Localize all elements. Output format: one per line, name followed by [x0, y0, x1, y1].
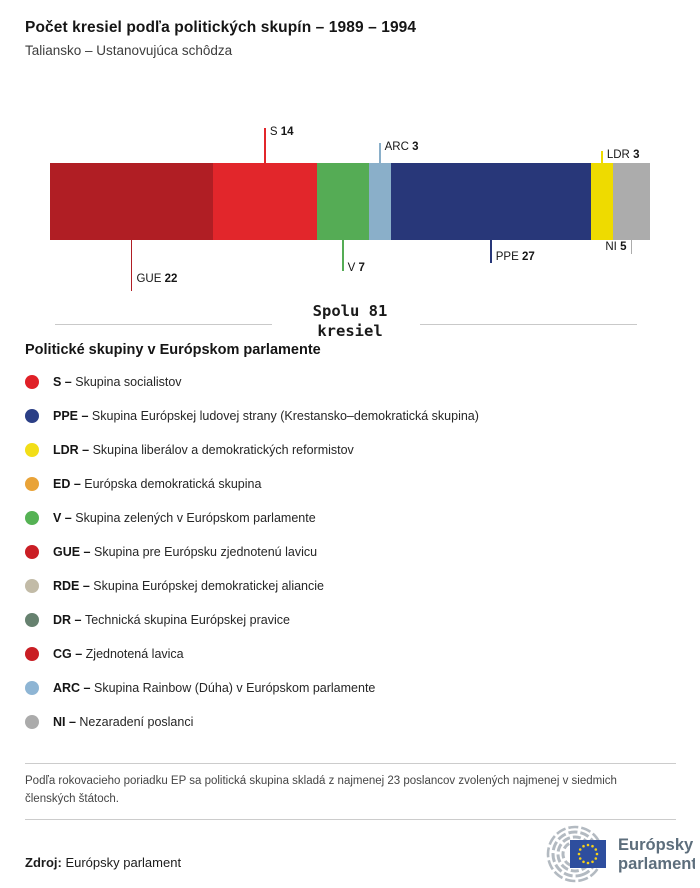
page-title: Počet kresiel podľa politických skupín –…	[25, 19, 417, 36]
legend-item-v: V – Skupina zelených v Európskom parlame…	[25, 501, 675, 535]
callout-line-ppe	[490, 240, 492, 263]
source-value: Európsky parlament	[65, 855, 182, 870]
bar-segment-s	[212, 163, 317, 240]
bar-segment-ldr	[590, 163, 613, 240]
svg-text:parlament: parlament	[618, 855, 695, 873]
legend-item-s: S – Skupina socialistov	[25, 365, 675, 399]
seats-bar	[50, 163, 650, 240]
legend-dot-dr	[25, 613, 39, 627]
total-seats-line2: kresiel	[317, 322, 383, 340]
callout-line-gue	[130, 240, 133, 291]
seats-stacked-bar-chart: Spolu 81 kresiel GUE 22 S 14 V 7 ARC 3 PPE 2…	[0, 0, 700, 360]
total-divider-right	[420, 324, 637, 325]
legend-dot-s	[25, 375, 39, 389]
legend-dot-ppe	[25, 409, 39, 423]
legend-item-rde: RDE – Skupina Európskej demokratickej al…	[25, 569, 675, 603]
legend-label-ppe: PPE – Skupina Európskej ludovej strany (…	[53, 409, 479, 423]
callout-line-ni	[630, 240, 633, 254]
eu-star	[595, 852, 599, 856]
legend-item-ppe: PPE – Skupina Európskej ludovej strany (…	[25, 399, 675, 433]
legend-label-s: S – Skupina socialistov	[53, 375, 182, 389]
footnote-text: Podľa rokovacieho poriadku EP sa politic…	[25, 775, 617, 805]
legend-dot-arc	[25, 681, 39, 695]
legend-heading: Politické skupiny v Európskom parlamente	[25, 342, 321, 358]
legend-item-dr: DR – Technická skupina Európskej pravice	[25, 603, 675, 637]
callout-label-v: V 7	[347, 262, 365, 274]
eu-star	[586, 843, 590, 847]
legend-dot-cg	[25, 647, 39, 661]
callout-label-gue: GUE 22	[136, 273, 178, 285]
legend-list: S – Skupina socialistov PPE – Skupina Eur…	[25, 365, 675, 739]
callout-label-s: S 14	[269, 126, 294, 138]
footnote-divider-top	[25, 763, 676, 764]
legend-dot-ni	[25, 715, 39, 729]
eu-star	[594, 848, 598, 851]
legend-label-v: V – Skupina zelených v Európskom parlame…	[53, 511, 316, 525]
bar-segment-ppe	[390, 163, 591, 240]
legend-label-ed: ED – Európska demokratická skupina	[53, 477, 262, 491]
legend-item-arc: ARC – Skupina Rainbow (Dúha) v Európskom…	[25, 671, 675, 705]
callout-line-s	[264, 128, 266, 163]
callout-label-ppe: PPE 27	[495, 251, 535, 263]
footnote-divider-bottom	[25, 819, 676, 820]
legend-label-gue: GUE – Skupina pre Európsku zjednotenú la…	[53, 545, 318, 559]
eu-star	[591, 860, 594, 864]
eu-star	[582, 860, 585, 864]
source-line: Zdroj: Európsky parlament	[25, 855, 181, 870]
total-divider-left	[55, 324, 272, 325]
bar-segment-v	[316, 163, 369, 240]
legend-item-cg: CG – Zjednotená lavica	[25, 637, 675, 671]
eu-star	[591, 844, 594, 848]
eu-star	[578, 848, 582, 851]
bar-segment-ni	[612, 163, 650, 240]
eu-flag-icon	[570, 840, 606, 868]
legend-label-dr: DR – Technická skupina Európskej pravice	[53, 613, 290, 627]
total-seats-label: Spolu 81 kresiel	[250, 301, 450, 341]
eu-star	[577, 852, 581, 856]
legend-item-gue: GUE – Skupina pre Európsku zjednotenú la…	[25, 535, 675, 569]
eu-star	[586, 861, 590, 865]
eu-star	[578, 857, 582, 860]
legend-dot-ldr	[25, 443, 39, 457]
legend-dot-ed	[25, 477, 39, 491]
total-seats-line1: Spolu 81	[312, 302, 388, 320]
callout-line-v	[342, 240, 344, 271]
ep-logo: Európsky parlament	[546, 825, 695, 883]
legend-label-ldr: LDR – Skupina liberálov a demokratických…	[53, 443, 354, 457]
legend-dot-gue	[25, 545, 39, 559]
legend-dot-v	[25, 511, 39, 525]
callout-line-arc	[379, 143, 381, 163]
callout-label-ni: NI 5	[605, 241, 627, 253]
bar-segment-gue	[50, 163, 213, 240]
legend-dot-rde	[25, 579, 39, 593]
legend-label-ni: NI – Nezaradení poslanci	[53, 715, 194, 729]
page-subtitle: Taliansko – Ustanovujúca schôdza	[25, 43, 233, 58]
bar-segment-arc	[368, 163, 391, 240]
legend-label-rde: RDE – Skupina Európskej demokratickej al…	[53, 579, 324, 593]
logo-text-line2: parlament	[618, 855, 695, 873]
logo-text-line1: Európsky	[618, 836, 694, 854]
legend-item-ed: ED – Európska demokratická skupina	[25, 467, 675, 501]
callout-line-ldr	[601, 151, 603, 163]
source-label: Zdroj:	[25, 855, 62, 870]
legend-label-arc: ARC – Skupina Rainbow (Dúha) v Európskom…	[53, 681, 376, 695]
legend-label-cg: CG – Zjednotená lavica	[53, 647, 184, 661]
eu-star	[582, 844, 585, 848]
legend-item-ni: NI – Nezaradení poslanci	[25, 705, 675, 739]
eu-star	[594, 857, 598, 860]
legend-item-ldr: LDR – Skupina liberálov a demokratických…	[25, 433, 675, 467]
callout-label-ldr: LDR 3	[606, 149, 640, 161]
callout-label-arc: ARC 3	[384, 141, 419, 153]
svg-text:Európsky: Európsky	[618, 836, 694, 854]
